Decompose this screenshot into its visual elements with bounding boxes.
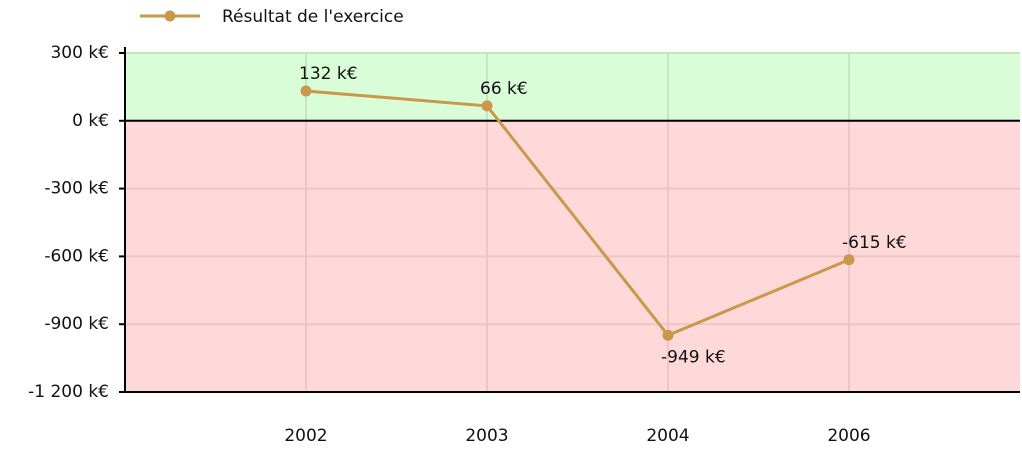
data-label: 66 k€ xyxy=(480,79,528,99)
x-tick-label: 2002 xyxy=(284,426,327,446)
positive-zone xyxy=(125,53,1020,121)
y-tick-label: -900 k€ xyxy=(44,314,109,334)
data-point xyxy=(300,85,312,97)
y-tick-label: -600 k€ xyxy=(44,246,109,266)
data-label: -615 k€ xyxy=(842,233,907,253)
legend-label: Résultat de l'exercice xyxy=(222,7,404,27)
series-line xyxy=(305,89,850,338)
data-label: -949 k€ xyxy=(661,347,726,367)
data-point xyxy=(662,329,674,341)
x-tick-label: 2003 xyxy=(465,426,508,446)
legend-marker xyxy=(164,10,176,22)
data-label: 132 k€ xyxy=(299,64,358,84)
y-tick-label: 300 k€ xyxy=(50,43,109,63)
x-tick-label: 2006 xyxy=(827,426,870,446)
y-tick-label: 0 k€ xyxy=(72,111,109,131)
data-point xyxy=(843,254,855,266)
y-tick-label: -300 k€ xyxy=(44,179,109,199)
x-tick-label: 2004 xyxy=(646,426,689,446)
data-point xyxy=(481,100,493,112)
y-tick-label: -1 200 k€ xyxy=(28,382,109,402)
